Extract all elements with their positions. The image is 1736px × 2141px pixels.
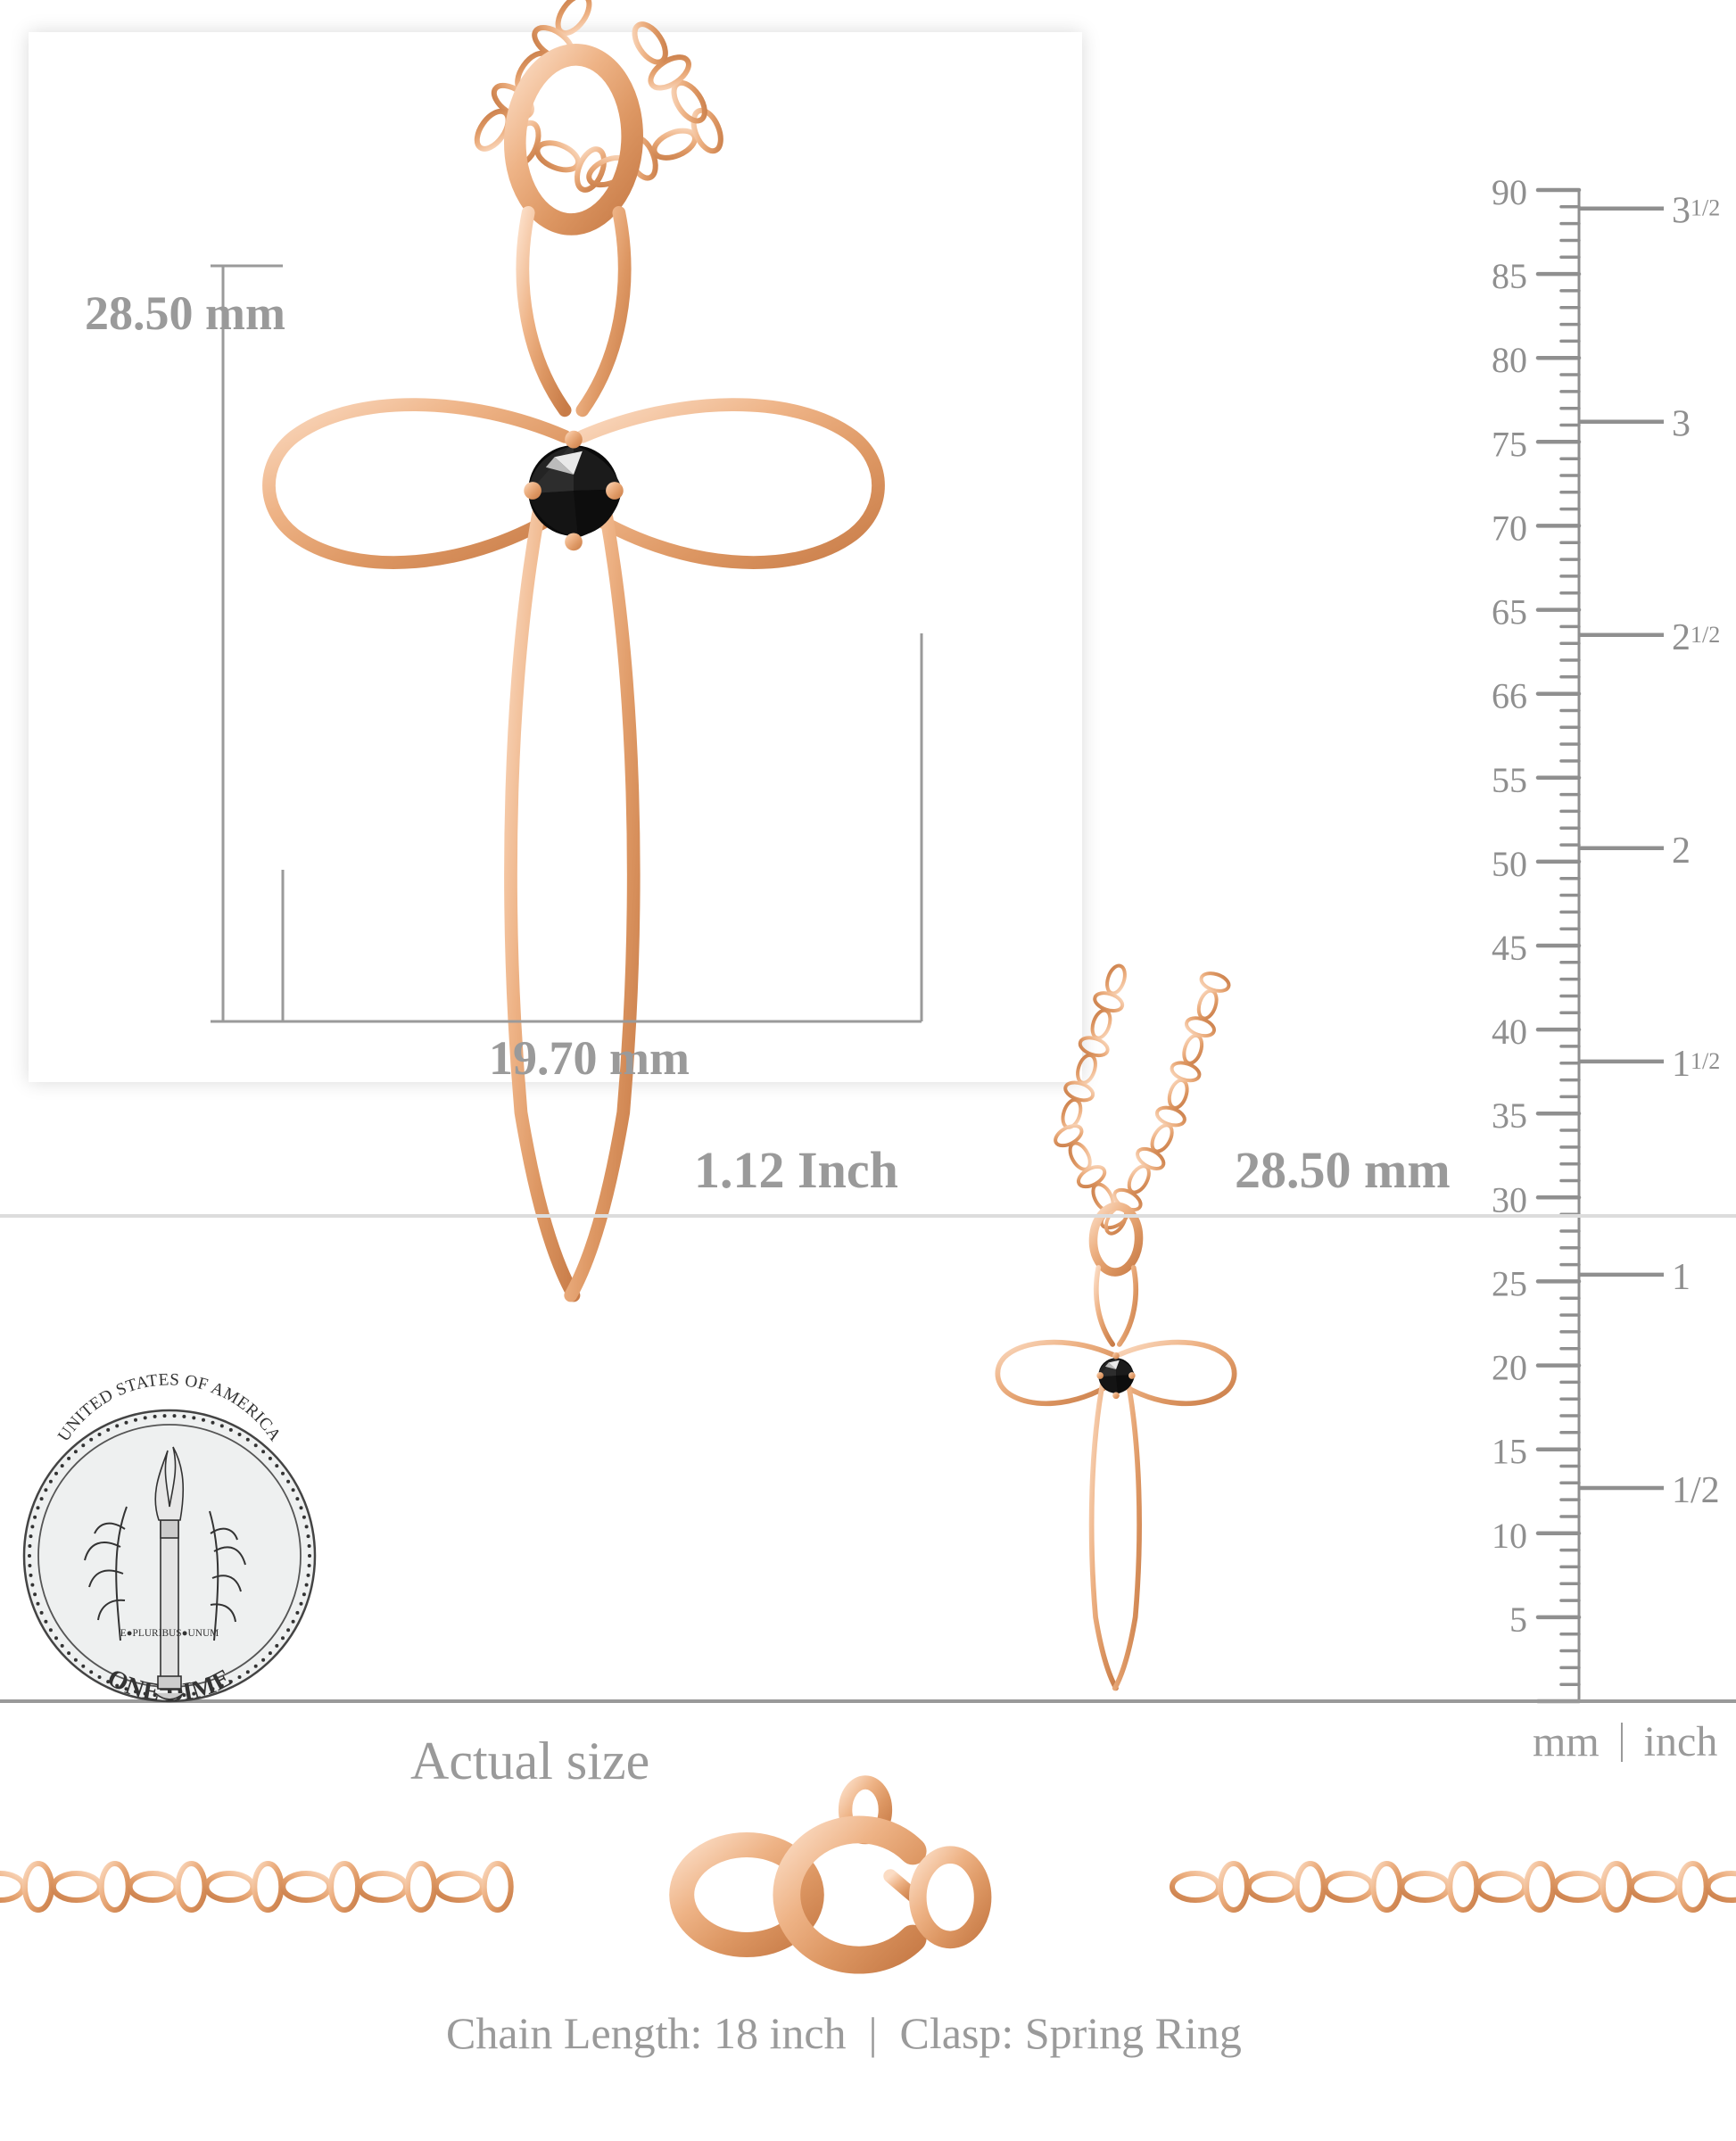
svg-text:21/2: 21/2 (1672, 617, 1720, 658)
svg-text:10: 10 (1492, 1516, 1527, 1556)
svg-text:55: 55 (1492, 760, 1527, 800)
svg-text:1: 1 (1672, 1257, 1691, 1298)
svg-text:85: 85 (1492, 256, 1527, 296)
svg-text:35: 35 (1492, 1095, 1527, 1136)
svg-text:30: 30 (1492, 1179, 1527, 1219)
svg-text:50: 50 (1492, 844, 1527, 884)
svg-text:45: 45 (1492, 928, 1527, 968)
svg-text:3: 3 (1672, 404, 1691, 445)
svg-text:2: 2 (1672, 831, 1691, 872)
svg-text:E●PLURIBUS●UNUM: E●PLURIBUS●UNUM (120, 1628, 219, 1639)
svg-text:31/2: 31/2 (1672, 191, 1720, 232)
svg-text:65: 65 (1492, 592, 1527, 632)
svg-text:1/2: 1/2 (1672, 1470, 1720, 1511)
svg-text:20: 20 (1492, 1348, 1527, 1388)
svg-text:11/2: 11/2 (1672, 1044, 1720, 1085)
svg-text:5: 5 (1509, 1600, 1527, 1640)
svg-text:40: 40 (1492, 1012, 1527, 1052)
svg-text:70: 70 (1492, 508, 1527, 548)
svg-text:80: 80 (1492, 340, 1527, 380)
svg-text:25: 25 (1492, 1263, 1527, 1303)
svg-text:75: 75 (1492, 424, 1527, 464)
svg-text:15: 15 (1492, 1432, 1527, 1472)
svg-text:66: 66 (1492, 676, 1527, 716)
svg-text:90: 90 (1492, 172, 1527, 212)
